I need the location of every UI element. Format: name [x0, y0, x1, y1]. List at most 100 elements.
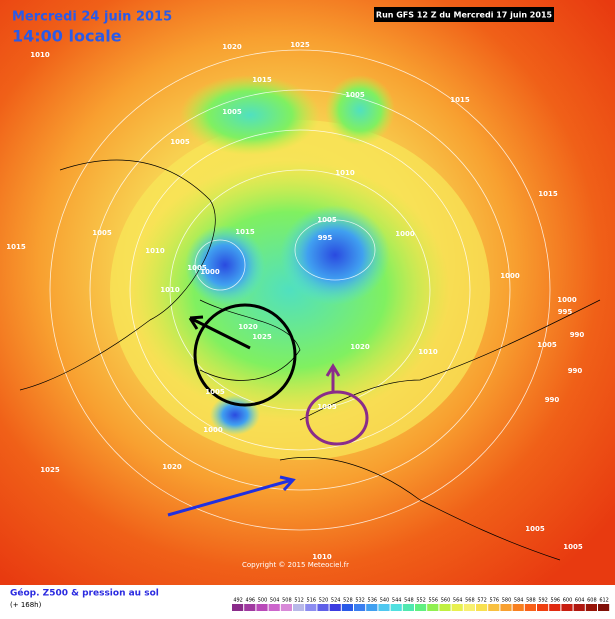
isobar-label: 1010 — [160, 286, 180, 294]
isobar-label: 1005 — [205, 388, 225, 396]
scale-label: 500 — [258, 598, 268, 604]
isobar-label: 1005 — [92, 229, 112, 237]
scale-swatch — [500, 604, 512, 611]
scale-label: 556 — [429, 598, 439, 604]
isobar-label: 1020 — [350, 343, 370, 351]
isobar-label: 1015 — [450, 96, 470, 104]
annotation-arrow — [167, 475, 296, 517]
scale-swatch — [341, 604, 353, 611]
scale-label: 560 — [441, 598, 451, 604]
scale-label: 608 — [587, 598, 597, 604]
scale-label: 492 — [233, 598, 243, 604]
scale-label: 596 — [551, 598, 561, 604]
annotation-arrow — [188, 315, 251, 350]
scale-swatch — [427, 604, 439, 611]
scale-label: 564 — [453, 598, 463, 604]
isobar-label: 1010 — [145, 247, 165, 255]
scale-swatch — [512, 604, 524, 611]
isobars — [49, 49, 551, 531]
scale-swatch — [354, 604, 366, 611]
isobar-label: 995 — [558, 308, 573, 316]
scale-swatch — [366, 604, 378, 611]
isobar-label: 990 — [545, 396, 560, 404]
isobar-label: 1005 — [222, 108, 242, 116]
isobar-label: 1005 — [525, 525, 545, 533]
isobar-label: 1025 — [290, 41, 310, 49]
isobar-label: 1020 — [222, 43, 242, 51]
scale-label: 504 — [270, 598, 280, 604]
scale-swatch — [415, 604, 427, 611]
scale-label: 516 — [307, 598, 317, 604]
isobar-label: 1015 — [252, 76, 272, 84]
run-info: Run GFS 12 Z du Mercredi 17 juin 2015 — [376, 11, 553, 20]
isobar-label: 1015 — [235, 228, 255, 236]
run-box — [374, 7, 554, 22]
isobar-label: 1025 — [40, 466, 60, 474]
isobar-label: 1000 — [557, 296, 577, 304]
isobar-label: 1005 — [187, 264, 207, 272]
scale-label: 568 — [465, 598, 475, 604]
isobar-label: 1025 — [252, 333, 272, 341]
annotation-circle — [305, 390, 369, 446]
scale-label: 592 — [538, 598, 548, 604]
time: 14:00 locale — [12, 27, 122, 46]
isobar-label: 1000 — [200, 268, 220, 276]
isobar-label: 1015 — [538, 190, 558, 198]
scale-swatch — [585, 604, 597, 611]
scale-swatch — [524, 604, 536, 611]
scale-swatch — [317, 604, 329, 611]
copyright: Copyright © 2015 Meteociel.fr — [242, 561, 349, 569]
scale-label: 496 — [246, 598, 256, 604]
scale-swatch — [439, 604, 451, 611]
scale-label: 536 — [368, 598, 378, 604]
scale-label: 548 — [404, 598, 414, 604]
isobar-label: 1000 — [500, 272, 520, 280]
isobar-label: 1010 — [30, 51, 50, 59]
scale-swatch — [573, 604, 585, 611]
scale-swatch — [598, 604, 610, 611]
isobar-label: 1020 — [162, 463, 182, 471]
scale-swatch — [488, 604, 500, 611]
scale-label: 544 — [392, 598, 402, 604]
coastlines — [19, 159, 601, 561]
isobar-label: 1020 — [238, 323, 258, 331]
isobar-label: 990 — [570, 331, 585, 339]
isobar-label: 1005 — [170, 138, 190, 146]
isobar-label: 995 — [318, 234, 333, 242]
isobar-label: 1015 — [6, 243, 26, 251]
scale-swatch — [329, 604, 341, 611]
scale-swatch — [390, 604, 402, 611]
scale-swatch — [561, 604, 573, 611]
green-zone — [180, 75, 320, 155]
scale-swatch — [378, 604, 390, 611]
isobar-label: 1005 — [563, 543, 583, 551]
scale-swatch — [463, 604, 475, 611]
low-zone — [280, 205, 390, 305]
footer-lead: (+ 168h) — [10, 601, 42, 609]
scale-swatch — [268, 604, 280, 611]
isobar-label: 1005 — [317, 403, 337, 411]
scale-label: 540 — [380, 598, 390, 604]
isobar-label: 1005 — [317, 216, 337, 224]
annotation-arrow — [325, 363, 341, 392]
isobar-label: 1010 — [335, 169, 355, 177]
scale-swatch — [402, 604, 414, 611]
isobar-label: 1010 — [312, 553, 332, 561]
isobar-label: 1000 — [395, 230, 415, 238]
scale-swatch — [293, 604, 305, 611]
scale-label: 572 — [477, 598, 487, 604]
scale-label: 532 — [355, 598, 365, 604]
scale-swatch — [537, 604, 549, 611]
scale-label: 588 — [526, 598, 536, 604]
scale-swatch — [549, 604, 561, 611]
scale-swatch — [476, 604, 488, 611]
scale-label: 524 — [331, 598, 341, 604]
scale-label: 604 — [575, 598, 585, 604]
scale-label: 584 — [514, 598, 524, 604]
scale-swatch — [256, 604, 268, 611]
scale-swatch — [244, 604, 256, 611]
scale-label: 528 — [343, 598, 353, 604]
footer-title: Géop. Z500 & pression au sol — [10, 588, 159, 599]
isobar-label: 1005 — [537, 341, 557, 349]
isobar-label: 1000 — [203, 426, 223, 434]
